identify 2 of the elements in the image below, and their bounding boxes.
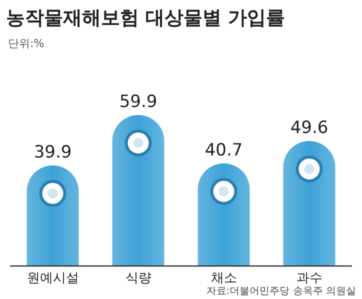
subtitle: 단위:% bbox=[8, 37, 44, 50]
title: 농작물재해보험 대상물별 가입률 bbox=[6, 7, 286, 29]
